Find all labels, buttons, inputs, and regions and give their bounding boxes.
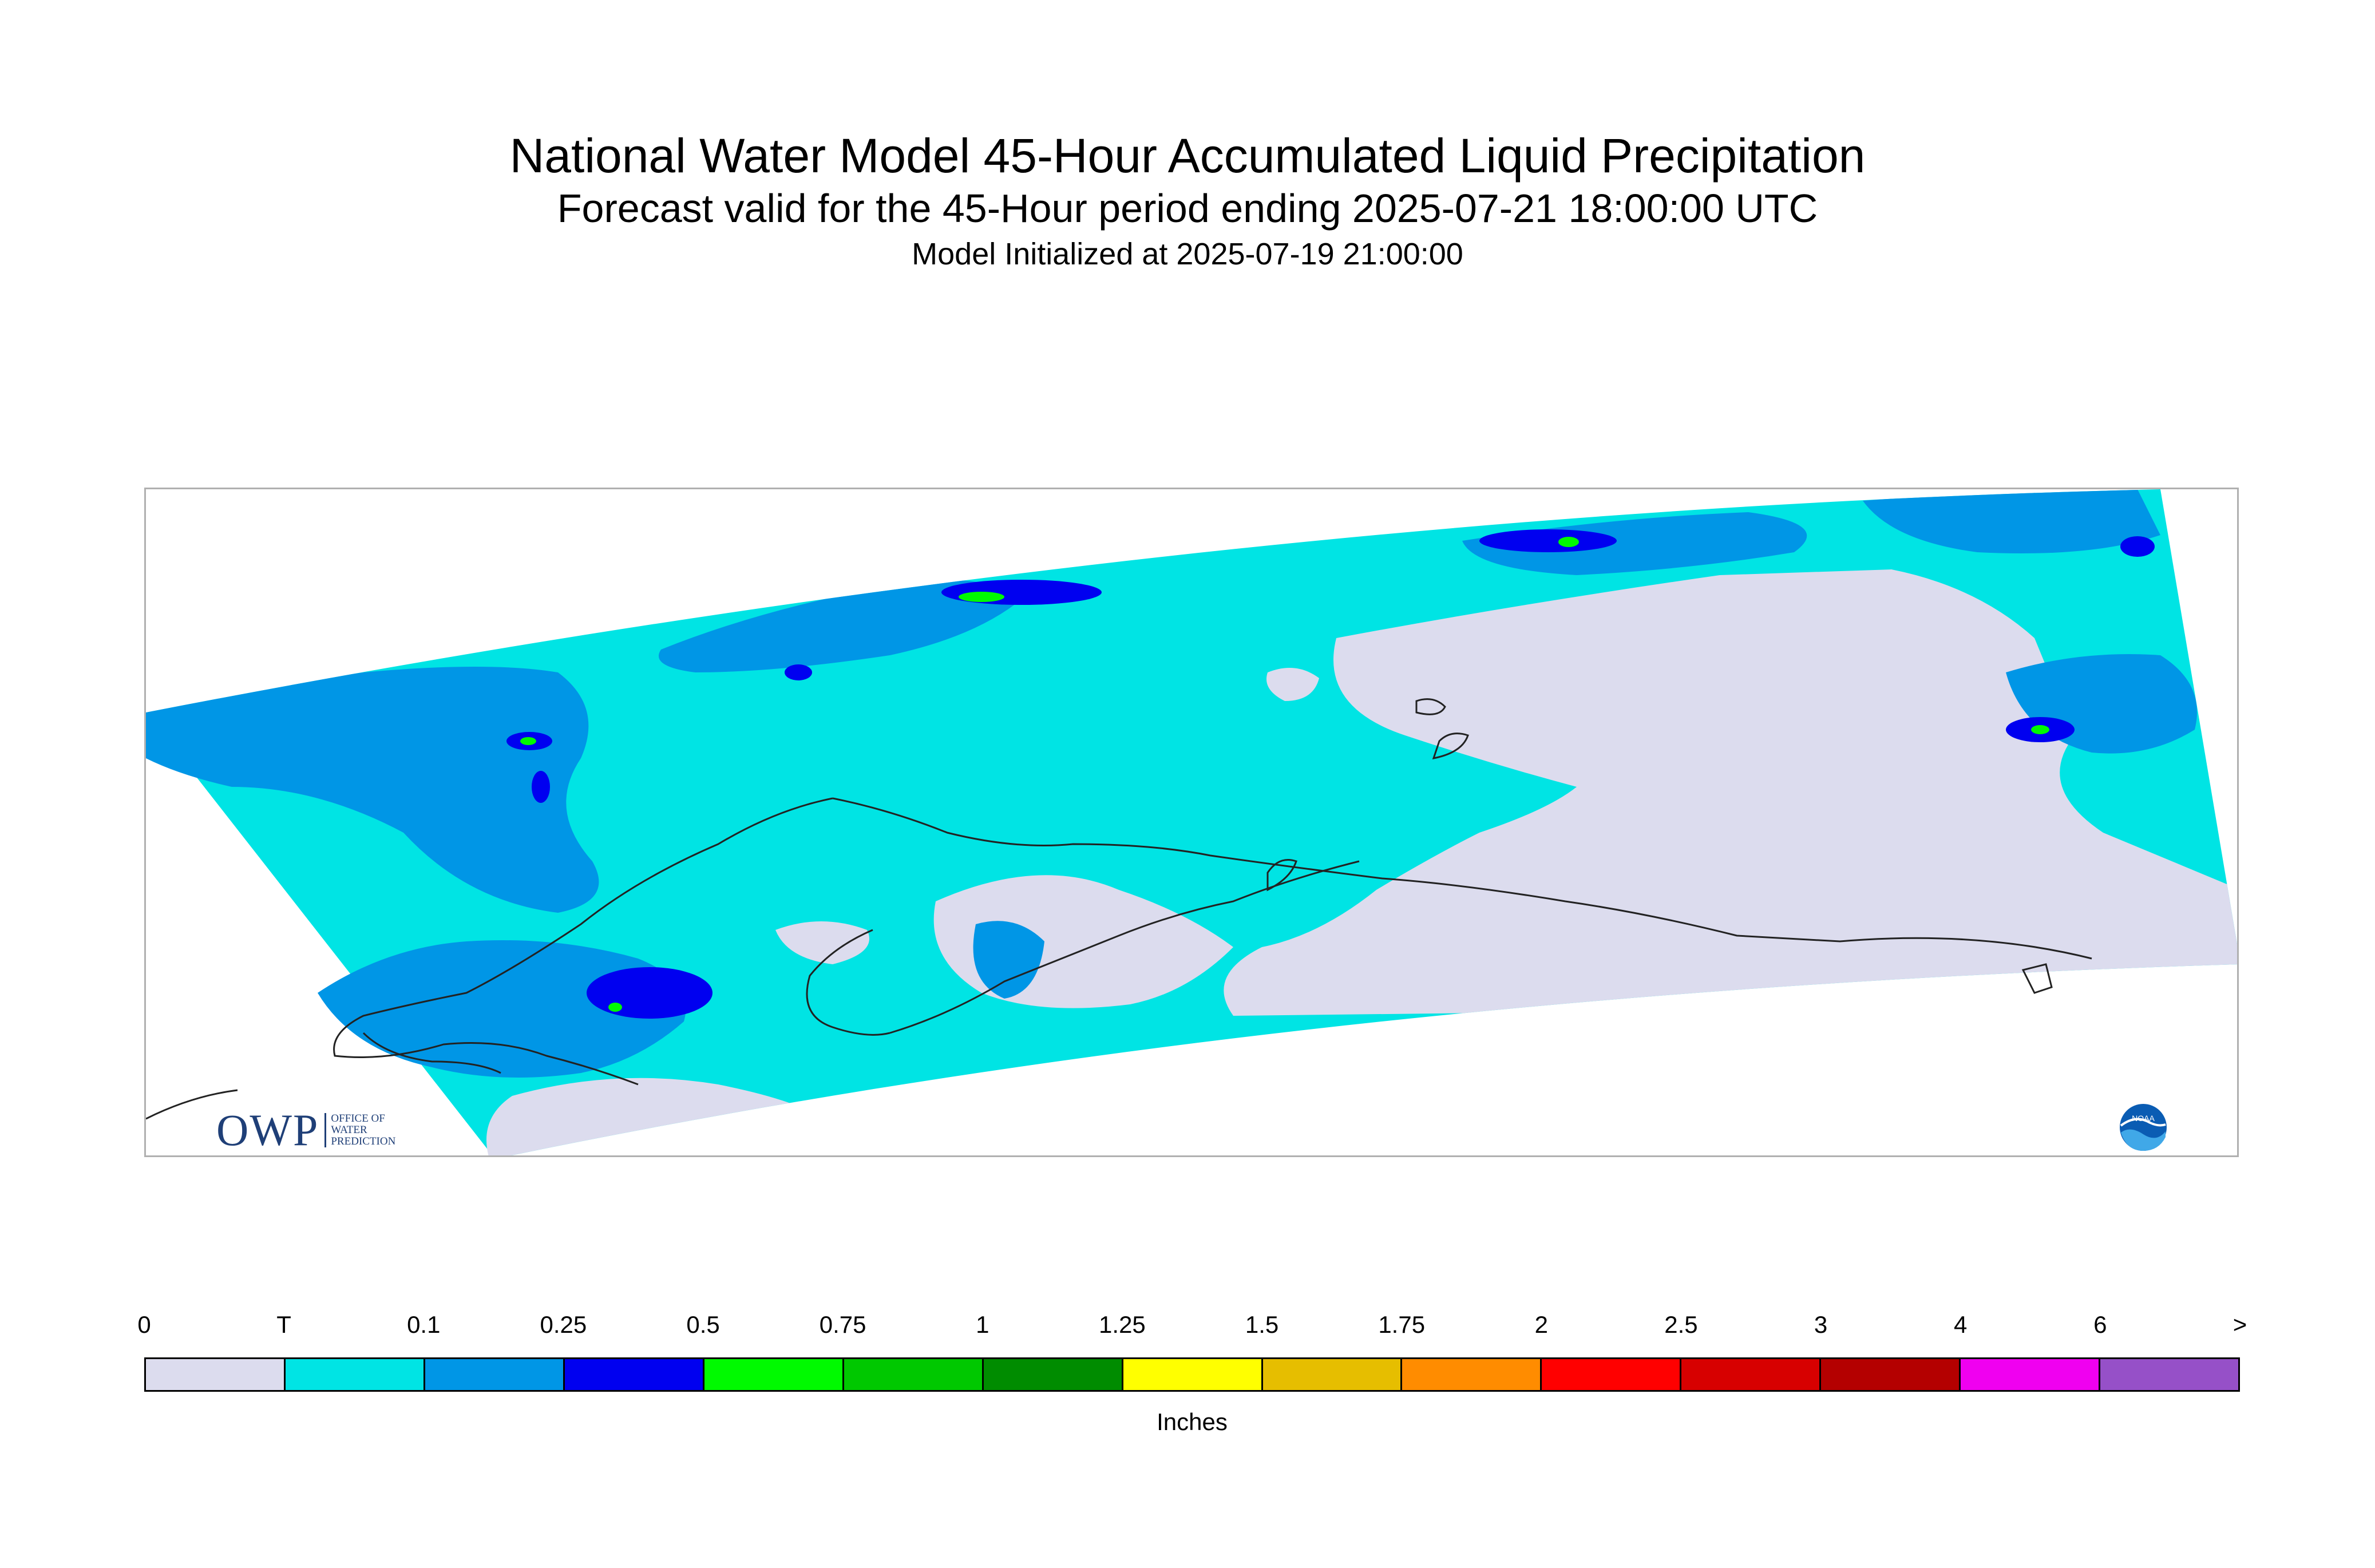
legend-swatch	[1262, 1359, 1403, 1390]
legend-swatch	[1542, 1359, 1682, 1390]
light-precip-region	[659, 580, 1016, 672]
legend-swatch	[1681, 1359, 1822, 1390]
interior-boundary	[806, 929, 890, 1036]
legend-tick-label: T	[276, 1311, 291, 1338]
legend-tick-label: 2.5	[1664, 1311, 1698, 1338]
island	[1266, 859, 1297, 892]
moderate-precip-cell	[785, 664, 812, 680]
coastlines	[146, 698, 2092, 1120]
legend-tick-label: 1.5	[1245, 1311, 1279, 1338]
legend-tick-label: 1	[976, 1311, 989, 1338]
legend-swatch	[146, 1359, 286, 1390]
moderate-precip-cell	[532, 771, 550, 803]
heavy-precip-cell	[2031, 725, 2049, 734]
color-legend: 0 T 0.1 0.25 0.5 0.75 1 1.25 1.5 1.75 2 2.5 3 4 6 > Inc…	[137, 1310, 2247, 1448]
legend-tick-label: 0	[137, 1311, 151, 1338]
legend-tick-label: 1.25	[1099, 1311, 1146, 1338]
light-precip-region	[1863, 489, 2160, 553]
owp-logo-text: OWP	[216, 1105, 319, 1155]
alaska-coastline	[333, 797, 2092, 1086]
owp-sub-line: OFFICE OF	[331, 1112, 385, 1124]
legend-swatch	[564, 1359, 704, 1390]
legend-swatch	[2100, 1359, 2239, 1390]
legend-tick-label: 0.1	[407, 1311, 441, 1338]
moderate-precip-cell	[1479, 529, 1617, 552]
light-precip-region	[1462, 512, 1807, 575]
legend-swatch	[425, 1359, 565, 1390]
legend-tick-label: 0.75	[819, 1311, 866, 1338]
coastline-siberia	[146, 1032, 501, 1120]
moderate-precip-cell	[941, 580, 1102, 605]
map-panel[interactable]: OWP OFFICE OF WATER PREDICTION NOAA	[144, 488, 2239, 1157]
legend-tick-label: >	[2232, 1311, 2247, 1338]
legend-tick-label: 0.5	[686, 1311, 720, 1338]
moderate-precip-cell	[2120, 536, 2155, 557]
legend-swatch	[285, 1359, 425, 1390]
island	[2021, 963, 2053, 994]
zero-precip-region	[775, 921, 869, 964]
moderate-precip-cell	[587, 967, 712, 1019]
heavy-precip-cell	[520, 737, 536, 745]
zero-precip-region	[1266, 668, 1319, 701]
legend-tick-label: 4	[1954, 1311, 1968, 1338]
legend-tick-label: 0.25	[540, 1311, 587, 1338]
legend-tick-label: 1.75	[1378, 1311, 1426, 1338]
owp-sub-line: WATER	[331, 1124, 367, 1136]
noaa-logo-text: NOAA	[2132, 1114, 2155, 1123]
owp-logo: OWP OFFICE OF WATER PREDICTION	[216, 1104, 395, 1155]
zero-precip-region	[1224, 569, 2237, 1016]
legend-swatch	[704, 1359, 844, 1390]
owp-logo-subtitle: OFFICE OF WATER PREDICTION	[324, 1113, 395, 1147]
light-precip-region	[146, 667, 599, 913]
legend-swatch	[1123, 1359, 1263, 1390]
precipitation-map[interactable]	[146, 489, 2239, 1157]
legend-swatch	[983, 1359, 1123, 1390]
light-precip-region	[318, 940, 686, 1078]
legend-swatch	[1961, 1359, 2101, 1390]
legend-unit-label: Inches	[1157, 1408, 1228, 1435]
model-init-time: Model Initialized at 2025-07-19 21:00:00	[912, 237, 1463, 271]
legend-colorbar	[144, 1357, 2240, 1392]
heavy-precip-cell	[608, 1003, 622, 1012]
map-title: National Water Model 45-Hour Accumulated…	[509, 129, 1866, 183]
heavy-precip-cell	[1558, 537, 1579, 547]
legend-swatch	[1402, 1359, 1542, 1390]
legend-swatch	[1821, 1359, 1961, 1390]
island	[1415, 698, 1446, 715]
precip-fields	[146, 489, 2237, 1155]
legend-swatch	[844, 1359, 984, 1390]
island	[1432, 732, 1469, 759]
legend-tick-label: 3	[1814, 1311, 1828, 1338]
heavy-precip-cell	[959, 592, 1004, 602]
map-subtitle: Forecast valid for the 45-Hour period en…	[557, 186, 1818, 231]
legend-tick-label: 2	[1534, 1311, 1549, 1338]
legend-tick-label: 6	[2093, 1311, 2107, 1338]
light-precip-region	[973, 921, 1044, 999]
owp-sub-line: PREDICTION	[331, 1135, 396, 1147]
noaa-logo: NOAA	[2120, 1104, 2167, 1151]
